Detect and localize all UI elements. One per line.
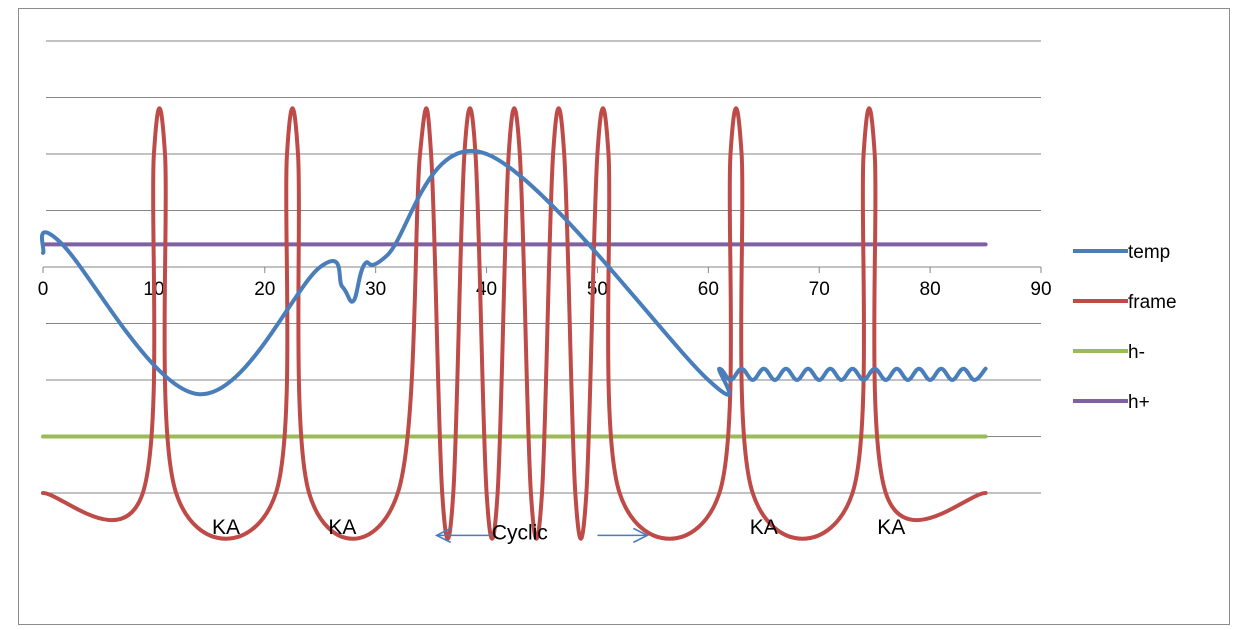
legend-item-hminus: h-: [1073, 342, 1145, 363]
annotation-ka-3: KA: [750, 516, 778, 539]
legend-label-frame: frame: [1128, 292, 1177, 313]
legend-item-frame: frame: [1073, 292, 1177, 313]
series-line-frame: [41, 106, 988, 541]
annotation-ka-1: KA: [328, 516, 356, 539]
x-tick-label-70: 70: [809, 279, 830, 300]
legend-item-hplus: h+: [1073, 392, 1150, 413]
series-line-temp: [39, 149, 988, 397]
x-tick-label-30: 30: [365, 279, 386, 300]
annotations: KA KA Cyclic KA KA: [212, 516, 905, 545]
line-chart: 0 10 20 30 40 50 60 70 80 90 KA KA Cyclic KA KA tempf…: [38, 40, 1177, 545]
x-tick-label-0: 0: [38, 279, 49, 300]
legend-item-temp: temp: [1073, 242, 1170, 263]
x-tick-label-20: 20: [254, 279, 275, 300]
x-tick-label-50: 50: [587, 279, 608, 300]
legend-label-hplus: h+: [1128, 392, 1150, 413]
annotation-ka-4: KA: [877, 516, 905, 539]
arrow-right-icon: [597, 527, 650, 544]
legend: temp frame h-h+: [1073, 242, 1177, 413]
chart-area: 0 10 20 30 40 50 60 70 80 90 KA KA Cyclic KA KA temp f…: [18, 8, 1230, 625]
arrow-left-icon: [434, 527, 493, 544]
x-axis: 0 10 20 30 40 50 60 70 80 90: [38, 266, 1052, 300]
annotation-cyclic-2: Cyclic: [492, 522, 548, 545]
legend-label-temp: temp: [1128, 242, 1170, 263]
series-lines: [39, 106, 988, 541]
annotation-ka-0: KA: [212, 516, 240, 539]
x-tick-label-80: 80: [920, 279, 941, 300]
legend-label-hminus: h-: [1128, 342, 1145, 363]
x-tick-label-60: 60: [698, 279, 719, 300]
x-tick-label-90: 90: [1030, 279, 1051, 300]
